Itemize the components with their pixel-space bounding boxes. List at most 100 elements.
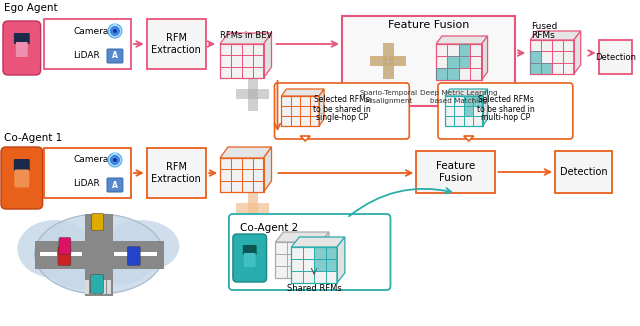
FancyBboxPatch shape	[107, 49, 123, 63]
Bar	[555, 151, 612, 193]
Bar	[541, 63, 552, 74]
FancyBboxPatch shape	[1, 147, 43, 209]
Bar	[65, 252, 83, 256]
Polygon shape	[464, 136, 474, 141]
FancyBboxPatch shape	[438, 83, 573, 139]
Bar	[236, 89, 269, 99]
Ellipse shape	[86, 243, 151, 285]
Bar	[326, 259, 337, 271]
FancyBboxPatch shape	[14, 159, 29, 171]
Text: A: A	[112, 181, 118, 189]
Text: A: A	[112, 52, 118, 61]
Bar	[44, 148, 131, 198]
Bar	[464, 96, 473, 106]
Text: Fusion: Fusion	[439, 173, 472, 183]
Text: RFM: RFM	[166, 162, 187, 172]
Bar	[314, 259, 326, 271]
Bar	[102, 280, 106, 294]
Bar	[436, 44, 482, 80]
Text: Feature: Feature	[436, 161, 476, 171]
Bar	[473, 96, 483, 106]
Bar	[85, 214, 113, 296]
Bar	[445, 96, 483, 126]
Bar	[44, 19, 131, 69]
Bar	[464, 106, 473, 116]
Bar	[236, 203, 269, 213]
Polygon shape	[264, 147, 271, 192]
Ellipse shape	[49, 249, 109, 289]
FancyBboxPatch shape	[107, 178, 123, 192]
Text: multi-hop CP: multi-hop CP	[481, 113, 530, 123]
Bar	[107, 280, 111, 294]
Text: Co-Agent 2: Co-Agent 2	[240, 223, 298, 233]
Bar	[40, 252, 58, 256]
FancyBboxPatch shape	[229, 214, 390, 290]
Bar	[371, 56, 406, 66]
Bar	[291, 247, 337, 283]
Polygon shape	[300, 136, 310, 141]
Bar	[598, 40, 632, 74]
Polygon shape	[483, 89, 488, 126]
Bar	[114, 252, 132, 256]
FancyBboxPatch shape	[58, 246, 71, 265]
Polygon shape	[275, 232, 329, 242]
FancyBboxPatch shape	[16, 42, 28, 57]
Polygon shape	[291, 237, 345, 247]
Text: RFMs in BEV: RFMs in BEV	[220, 31, 272, 40]
Polygon shape	[530, 31, 580, 40]
Text: Deep Metric Learning
based Matching: Deep Metric Learning based Matching	[420, 90, 498, 104]
Polygon shape	[482, 36, 488, 80]
FancyBboxPatch shape	[59, 238, 71, 255]
FancyBboxPatch shape	[243, 245, 257, 255]
Text: Ego Agent: Ego Agent	[4, 3, 58, 13]
Bar	[383, 43, 394, 79]
Bar	[248, 77, 257, 111]
Bar	[147, 148, 206, 198]
Circle shape	[108, 153, 122, 167]
Polygon shape	[220, 33, 271, 44]
Bar	[147, 19, 206, 69]
Bar	[447, 68, 459, 80]
FancyBboxPatch shape	[233, 234, 267, 282]
Text: Fused: Fused	[531, 22, 557, 31]
Text: Shared RFMs: Shared RFMs	[287, 284, 342, 293]
Polygon shape	[319, 89, 324, 126]
Bar	[436, 68, 447, 80]
Bar	[113, 152, 117, 155]
Bar	[530, 63, 541, 74]
Bar	[459, 44, 470, 56]
Bar	[530, 51, 541, 63]
Bar	[282, 96, 319, 126]
Polygon shape	[264, 33, 271, 78]
FancyBboxPatch shape	[14, 33, 29, 44]
Bar	[35, 241, 163, 269]
Polygon shape	[321, 232, 329, 278]
Bar	[447, 56, 459, 68]
Ellipse shape	[17, 220, 92, 278]
Text: to be shared in: to be shared in	[313, 105, 371, 113]
FancyBboxPatch shape	[127, 246, 140, 265]
Ellipse shape	[102, 220, 179, 272]
Bar	[91, 280, 95, 294]
Bar	[416, 151, 495, 193]
Circle shape	[111, 156, 120, 165]
Circle shape	[108, 24, 122, 38]
FancyBboxPatch shape	[91, 274, 104, 293]
Circle shape	[111, 26, 120, 36]
Bar	[220, 158, 264, 192]
Polygon shape	[574, 31, 580, 74]
FancyBboxPatch shape	[244, 253, 255, 267]
Text: Detection: Detection	[560, 167, 607, 177]
Bar	[314, 247, 326, 259]
Bar	[248, 191, 257, 225]
Text: Extraction: Extraction	[152, 174, 202, 184]
Text: RFMs: RFMs	[531, 31, 555, 40]
Text: to be shared in: to be shared in	[477, 105, 534, 113]
FancyBboxPatch shape	[92, 214, 104, 230]
FancyBboxPatch shape	[275, 83, 409, 139]
Bar	[459, 56, 470, 68]
Bar	[530, 40, 574, 74]
Text: LiDAR: LiDAR	[74, 180, 100, 188]
Bar	[342, 16, 515, 106]
Bar	[220, 44, 264, 78]
